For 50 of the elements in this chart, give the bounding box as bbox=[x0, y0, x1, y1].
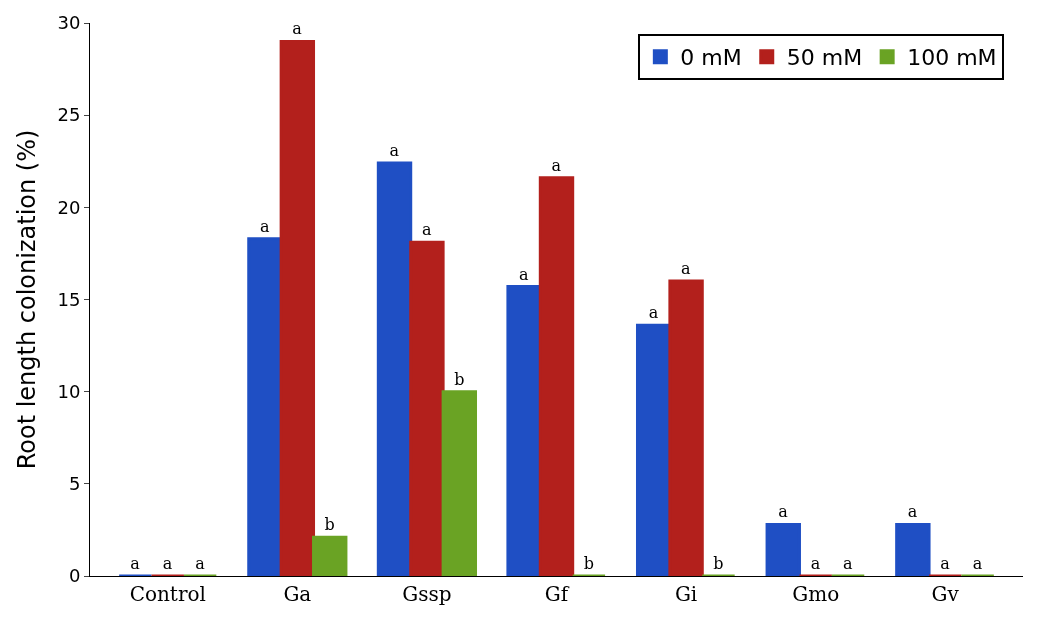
bar bbox=[376, 161, 413, 576]
data-label: a bbox=[648, 303, 659, 323]
y-tick-label: 10 bbox=[57, 380, 81, 402]
data-label: a bbox=[810, 554, 821, 573]
data-label: a bbox=[162, 554, 173, 573]
y-tick-label: 5 bbox=[68, 473, 81, 495]
y-tick-label: 20 bbox=[57, 196, 81, 218]
y-tick-label: 25 bbox=[57, 104, 81, 126]
bar bbox=[765, 522, 801, 576]
data-label: a bbox=[259, 216, 270, 236]
bar bbox=[279, 39, 316, 576]
x-tick-label: Gv bbox=[931, 582, 960, 606]
bar bbox=[409, 240, 445, 576]
bar bbox=[538, 176, 575, 576]
x-tick-label: Gmo bbox=[792, 582, 840, 606]
data-label: a bbox=[519, 264, 530, 284]
x-tick-label: Gssp bbox=[402, 582, 452, 606]
data-label: a bbox=[843, 554, 854, 573]
data-label: a bbox=[551, 155, 562, 175]
data-label: a bbox=[907, 502, 918, 522]
x-tick-label: Gf bbox=[544, 582, 570, 606]
data-label: a bbox=[778, 502, 789, 522]
x-tick-label: Ga bbox=[283, 582, 312, 606]
data-label: a bbox=[130, 554, 141, 573]
data-label: b bbox=[583, 554, 595, 573]
data-label: b bbox=[713, 554, 724, 573]
y-tick-label: 0 bbox=[68, 565, 81, 587]
data-label: a bbox=[389, 141, 400, 161]
data-label: b bbox=[454, 369, 465, 389]
data-label: a bbox=[681, 259, 692, 279]
data-label: b bbox=[324, 515, 335, 535]
data-label: a bbox=[421, 220, 432, 240]
data-label: a bbox=[195, 554, 206, 573]
bar bbox=[247, 237, 283, 576]
bar bbox=[441, 390, 478, 576]
bar bbox=[312, 535, 348, 576]
data-label: a bbox=[972, 554, 983, 573]
y-tick-label: 15 bbox=[57, 288, 81, 310]
legend-label: 50 mM bbox=[786, 45, 863, 71]
y-axis-title: Root length colonization (%) bbox=[12, 129, 41, 470]
legend-label: 0 mM bbox=[680, 45, 742, 71]
y-tick-label: 30 bbox=[57, 12, 81, 34]
bar bbox=[506, 285, 542, 576]
bar bbox=[668, 279, 704, 576]
x-tick-label: Control bbox=[129, 582, 206, 606]
x-tick-label: Gi bbox=[674, 582, 698, 606]
legend-label: 100 mM bbox=[907, 45, 997, 71]
data-label: a bbox=[292, 19, 303, 39]
bar bbox=[895, 522, 931, 576]
data-label: a bbox=[940, 554, 951, 573]
